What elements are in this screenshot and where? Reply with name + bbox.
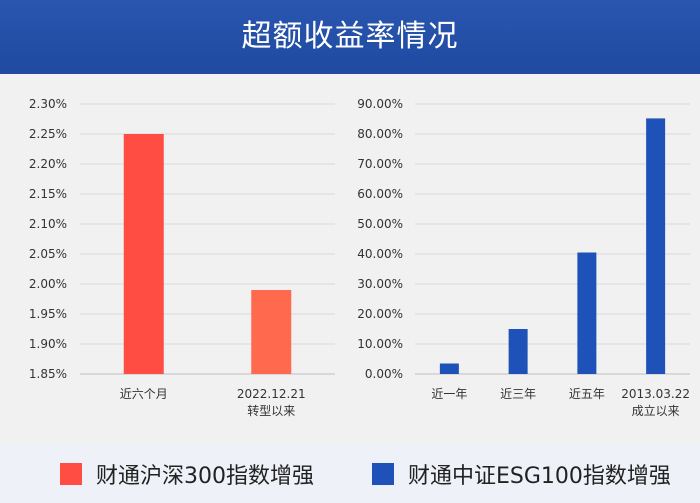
header-bar: 超额收益率情况 <box>0 0 700 74</box>
right-y-tick-label: 60.00% <box>357 187 403 201</box>
left-y-tick-label: 2.00% <box>29 277 67 291</box>
right-bar <box>508 329 528 374</box>
right-category-label: 近五年 <box>569 387 605 401</box>
right-chart-panel: 0.00% 10.00% 20.00% 30.00% 40.00% 50.00% 60.00… <box>345 74 700 444</box>
right-y-tick-label: 80.00% <box>357 127 403 141</box>
right-bar <box>577 252 597 374</box>
right-category-label: 成立以来 <box>632 403 680 418</box>
right-y-tick-label: 20.00% <box>357 307 403 321</box>
left-chart-panel: 1.85% 1.90% 1.95% 2.00% 2.05% 2.10% 2.15% 2.20%… <box>0 74 345 444</box>
right-category-label: 近一年 <box>431 387 467 401</box>
left-y-tick-label: 1.85% <box>29 367 67 381</box>
left-y-tick-label: 1.95% <box>29 307 67 321</box>
right-category-label: 2013.03.22 <box>621 387 690 401</box>
legend-item-hs300: 财通沪深300指数增强 <box>60 444 314 503</box>
left-y-tick-label: 2.10% <box>29 217 67 231</box>
left-category-label: 2022.12.21 <box>237 387 306 401</box>
left-bar <box>251 290 292 374</box>
right-y-tick-label: 10.00% <box>357 337 403 351</box>
right-y-tick-label: 50.00% <box>357 217 403 231</box>
right-y-tick-label: 30.00% <box>357 277 403 291</box>
right-y-tick-label: 40.00% <box>357 247 403 261</box>
legend-item-esg100: 财通中证ESG100指数增强 <box>372 444 671 503</box>
left-bar <box>123 134 164 374</box>
right-bar-chart: 0.00% 10.00% 20.00% 30.00% 40.00% 50.00% 60.00… <box>357 97 690 418</box>
left-bar-chart: 1.85% 1.90% 1.95% 2.00% 2.05% 2.10% 2.15% 2.20%… <box>29 97 335 418</box>
legend-swatch-esg100 <box>372 462 394 485</box>
right-bar <box>646 118 666 375</box>
left-y-tick-label: 1.90% <box>29 337 67 351</box>
legend-swatch-hs300 <box>60 462 82 485</box>
left-y-tick-label: 2.15% <box>29 187 67 201</box>
right-bar <box>439 363 459 374</box>
right-y-tick-label: 0.00% <box>365 367 403 381</box>
right-y-tick-label: 90.00% <box>357 97 403 111</box>
left-y-tick-label: 2.20% <box>29 157 67 171</box>
left-category-label: 近六个月 <box>120 387 168 401</box>
right-category-label: 近三年 <box>500 387 536 401</box>
legend-label-hs300: 财通沪深300指数增强 <box>96 463 314 489</box>
left-y-tick-label: 2.30% <box>29 97 67 111</box>
left-y-tick-label: 2.25% <box>29 127 67 141</box>
legend: 财通沪深300指数增强 财通中证ESG100指数增强 <box>0 444 700 503</box>
page-title: 超额收益率情况 <box>241 19 459 54</box>
left-y-tick-label: 2.05% <box>29 247 67 261</box>
right-y-tick-label: 70.00% <box>357 157 403 171</box>
left-category-label: 转型以来 <box>247 403 295 418</box>
legend-label-esg100: 财通中证ESG100指数增强 <box>408 463 671 489</box>
